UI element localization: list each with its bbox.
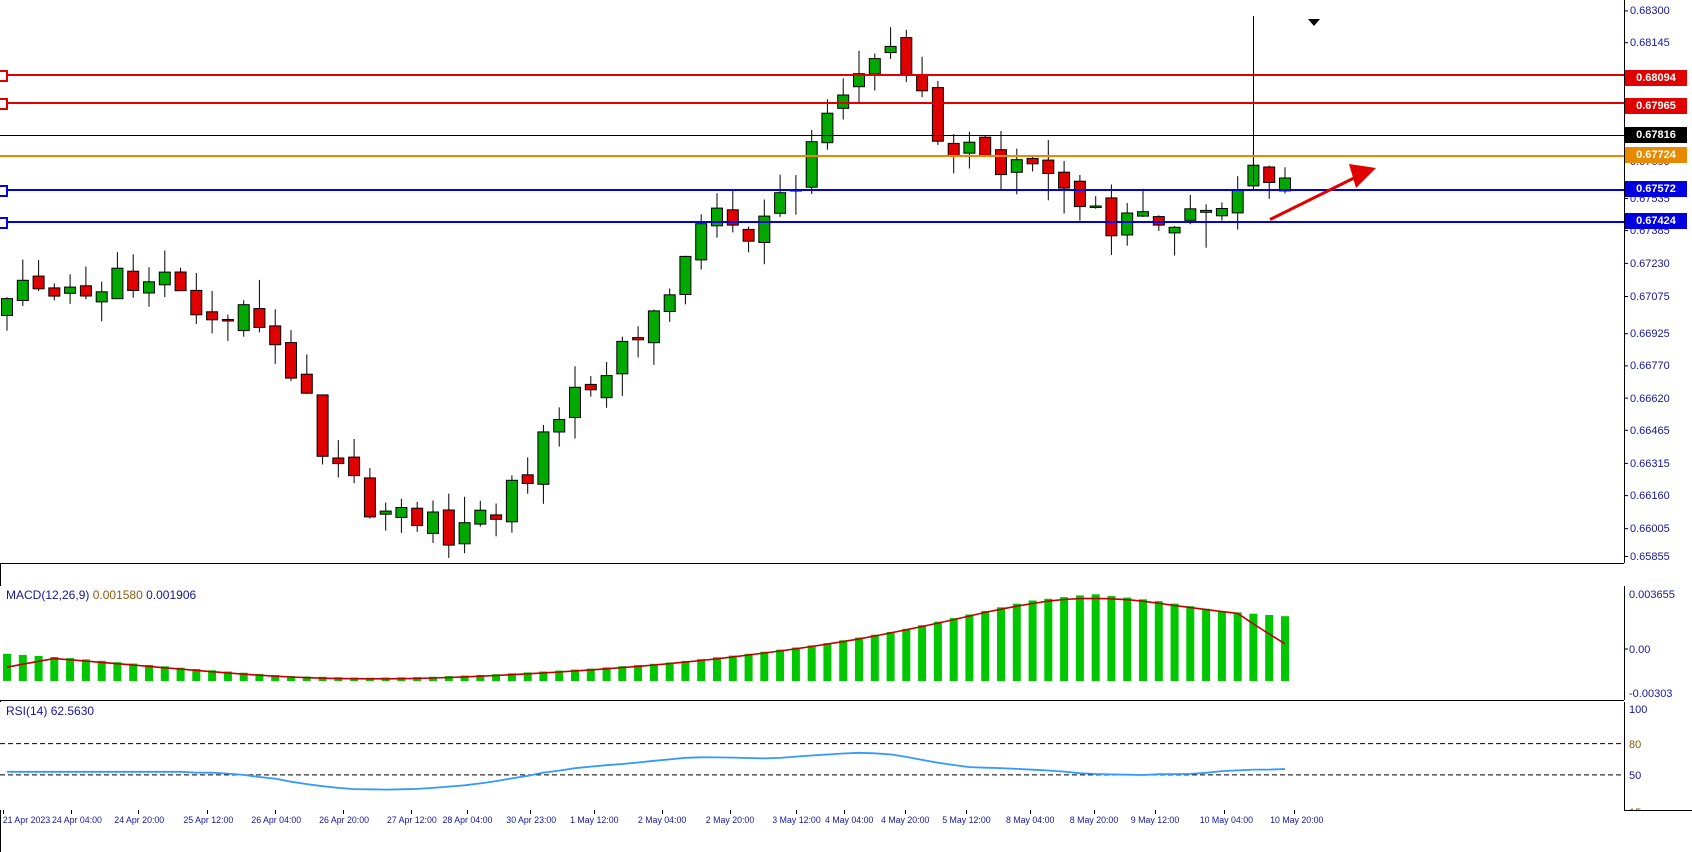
svg-text:0.66620: 0.66620	[1630, 393, 1670, 405]
svg-text:0.65855: 0.65855	[1630, 551, 1670, 563]
svg-text:80: 80	[1629, 739, 1641, 751]
svg-text:-0.00303: -0.00303	[1629, 688, 1672, 700]
svg-text:100: 100	[1629, 704, 1647, 716]
svg-text:0.66315: 0.66315	[1630, 458, 1670, 470]
svg-text:0.00: 0.00	[1629, 644, 1650, 656]
svg-text:0.68145: 0.68145	[1630, 37, 1670, 49]
svg-text:0.66925: 0.66925	[1630, 328, 1670, 340]
svg-text:50: 50	[1629, 770, 1641, 782]
svg-text:0.66770: 0.66770	[1630, 360, 1670, 372]
svg-text:0.66005: 0.66005	[1630, 523, 1670, 535]
svg-text:0.67075: 0.67075	[1630, 291, 1670, 303]
svg-text:0.68300: 0.68300	[1630, 5, 1670, 17]
svg-text:0.67230: 0.67230	[1630, 258, 1670, 270]
svg-text:0.66465: 0.66465	[1630, 425, 1670, 437]
svg-text:0.66160: 0.66160	[1630, 490, 1670, 502]
svg-text:15: 15	[1629, 807, 1641, 810]
svg-text:0.003655: 0.003655	[1629, 589, 1675, 601]
